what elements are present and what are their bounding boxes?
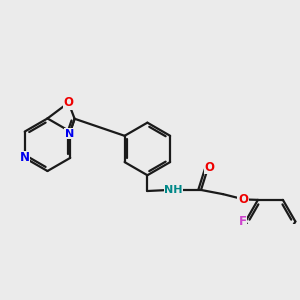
Text: O: O bbox=[238, 193, 248, 206]
Text: O: O bbox=[64, 96, 74, 109]
Text: NH: NH bbox=[164, 185, 183, 195]
Text: O: O bbox=[204, 161, 214, 174]
Text: N: N bbox=[20, 152, 30, 164]
Text: F: F bbox=[239, 215, 247, 228]
Text: N: N bbox=[64, 129, 74, 139]
